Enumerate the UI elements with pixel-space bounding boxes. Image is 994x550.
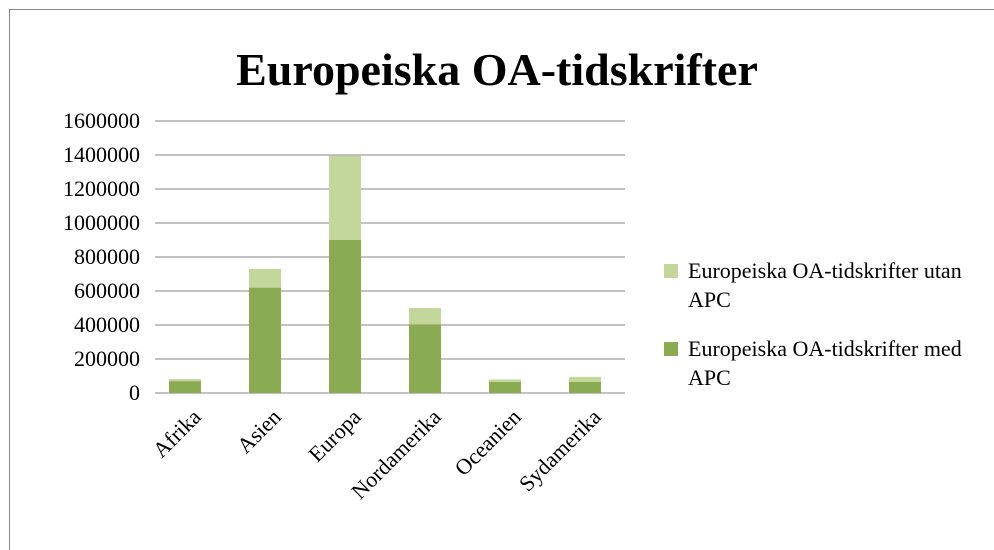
bar-segment [329, 155, 361, 240]
bar-segment [569, 381, 601, 393]
legend-item: Europeiska OA-tidskrifter utan APC [664, 256, 984, 314]
legend-swatch [664, 342, 678, 356]
y-tick-label: 0 [129, 380, 140, 405]
bar-segment [489, 379, 521, 382]
legend: Europeiska OA-tidskrifter utan APC Europe… [664, 256, 984, 412]
x-tick-label: Europa [303, 404, 366, 467]
y-tick-label: 400000 [74, 312, 140, 337]
x-tick-label: Sydamerika [514, 404, 606, 496]
y-tick-label: 200000 [74, 346, 140, 371]
bar-segment [489, 381, 521, 393]
y-tick-label: 1400000 [63, 142, 140, 167]
bar-segment [169, 381, 201, 393]
x-tick-label: Oceanien [449, 404, 525, 480]
y-tick-label: 600000 [74, 278, 140, 303]
bar-segment [569, 376, 601, 382]
y-tick-label: 1200000 [63, 176, 140, 201]
legend-label: Europeiska OA-tidskrifter utan APC [688, 258, 962, 312]
x-tick-label: Asien [232, 404, 286, 458]
bar-segment [249, 287, 281, 393]
legend-swatch [664, 264, 678, 278]
y-tick-label: 1000000 [63, 210, 140, 235]
legend-label: Europeiska OA-tidskrifter med APC [688, 336, 962, 390]
y-tick-label: 800000 [74, 244, 140, 269]
chart-title: Europeiska OA-tidskrifter [236, 44, 758, 95]
bar-segment [169, 379, 201, 382]
y-tick-label: 1600000 [63, 108, 140, 133]
bar-segment [329, 240, 361, 393]
legend-item: Europeiska OA-tidskrifter med APC [664, 334, 984, 392]
chart-border [9, 9, 994, 550]
bar-segment [409, 308, 441, 325]
x-tick-label: Afrika [148, 404, 206, 462]
bar-segment [249, 268, 281, 288]
bar-segment [409, 324, 441, 393]
